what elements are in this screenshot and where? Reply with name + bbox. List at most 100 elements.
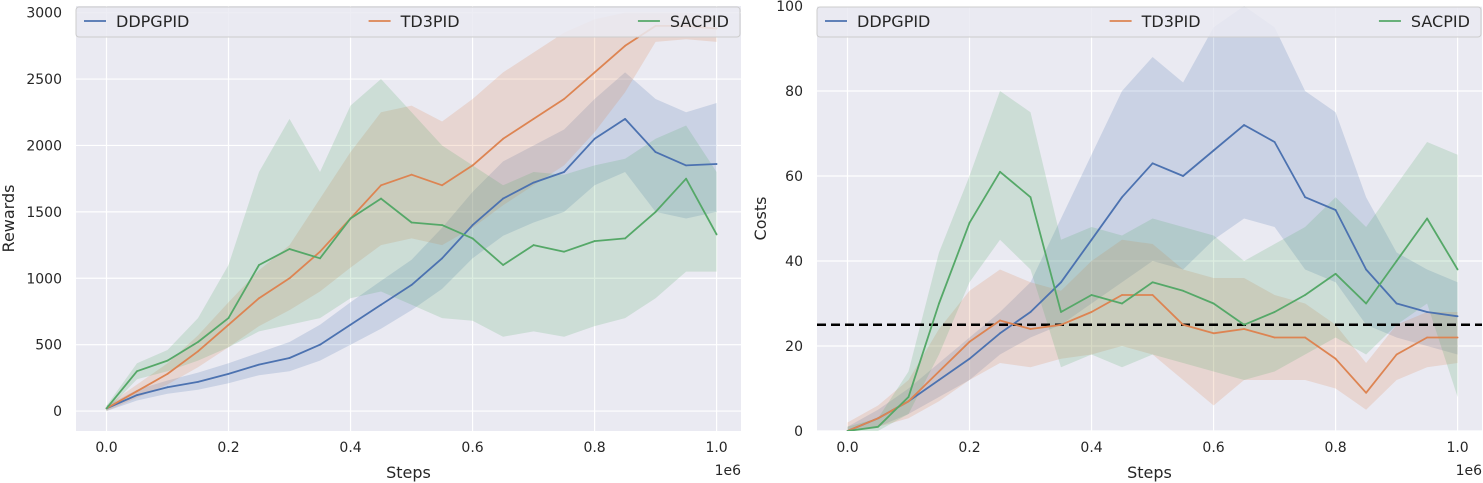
y-axis-label: Rewards <box>0 185 18 253</box>
point-ddpgpid-8 <box>349 323 352 326</box>
band-td3pid <box>847 239 1458 431</box>
x-axis-label: Steps <box>1127 463 1172 482</box>
point-sacpid-16 <box>1334 272 1337 275</box>
point-sacpid-17 <box>624 237 626 240</box>
point-sacpid-8 <box>349 217 352 220</box>
point-td3pid-16 <box>1334 357 1337 360</box>
point-sacpid-0 <box>846 430 849 431</box>
point-sacpid-7 <box>1060 311 1062 313</box>
point-ddpgpid-19 <box>1426 311 1428 313</box>
point-td3pid-13 <box>1243 328 1245 330</box>
legend-label-ddpgpid: DDPGPID <box>857 12 930 31</box>
legend: DDPGPID TD3PID SACPID <box>75 6 741 38</box>
point-sacpid-12 <box>1212 302 1215 305</box>
y-tick-label-4: 2000 <box>26 138 62 154</box>
point-ddpgpid-17 <box>1365 268 1367 271</box>
point-sacpid-3 <box>938 302 940 305</box>
point-ddpgpid-16 <box>593 137 596 140</box>
y-tick-label-6: 3000 <box>26 6 62 22</box>
point-sacpid-10 <box>410 221 413 224</box>
x-tick-label-3: 0.6 <box>461 440 483 456</box>
point-ddpgpid-17 <box>624 117 626 120</box>
x-tick-label-2: 0.4 <box>1080 440 1102 456</box>
point-td3pid-13 <box>502 137 504 140</box>
x-tick-label-4: 0.8 <box>1324 440 1346 456</box>
y-tick-label-5: 2500 <box>26 72 62 88</box>
point-td3pid-1 <box>877 417 879 420</box>
point-ddpgpid-8 <box>1090 238 1093 241</box>
point-ddpgpid-9 <box>1121 196 1123 199</box>
y-tick-label-3: 1500 <box>26 205 62 221</box>
point-sacpid-5 <box>258 264 260 266</box>
point-ddpgpid-7 <box>1060 281 1062 284</box>
point-sacpid-14 <box>532 244 535 246</box>
y-tick-label-4: 80 <box>785 84 803 100</box>
point-td3pid-14 <box>1273 336 1276 339</box>
x-axis-offset-label: 1e6 <box>1456 463 1483 479</box>
point-td3pid-4 <box>968 340 971 343</box>
point-sacpid-1 <box>877 425 879 428</box>
point-ddpgpid-14 <box>1273 141 1276 143</box>
point-ddpgpid-11 <box>1182 175 1184 177</box>
point-td3pid-3 <box>197 350 199 353</box>
point-ddpgpid-6 <box>288 357 291 359</box>
point-td3pid-12 <box>1212 332 1215 335</box>
band-sacpid <box>106 79 717 412</box>
point-sacpid-2 <box>907 396 910 398</box>
y-tick-label-1: 20 <box>785 339 803 355</box>
legend-item-sacpid: SACPID <box>1378 12 1470 31</box>
point-sacpid-4 <box>227 317 230 320</box>
point-ddpgpid-9 <box>380 303 382 306</box>
x-tick-label-0: 0.0 <box>836 440 858 456</box>
x-tick-label-1: 0.2 <box>958 440 980 456</box>
point-td3pid-19 <box>1426 336 1428 339</box>
legend-item-sacpid: SACPID <box>637 12 729 31</box>
point-td3pid-2 <box>907 400 910 403</box>
point-sacpid-11 <box>1182 289 1184 292</box>
band-td3pid <box>106 12 717 412</box>
y-tick-label-2: 1000 <box>26 271 62 287</box>
point-ddpgpid-2 <box>166 386 169 389</box>
point-ddpgpid-18 <box>1395 302 1398 305</box>
point-ddpgpid-4 <box>968 357 971 360</box>
point-sacpid-1 <box>136 370 138 373</box>
point-ddpgpid-20 <box>1456 315 1459 318</box>
point-sacpid-20 <box>715 233 718 236</box>
point-td3pid-9 <box>1121 294 1123 296</box>
point-sacpid-3 <box>197 341 199 343</box>
y-tick-label-0: 0 <box>53 404 62 420</box>
point-td3pid-15 <box>563 98 565 100</box>
point-ddpgpid-3 <box>197 380 199 383</box>
point-ddpgpid-18 <box>654 151 657 153</box>
band-ddpgpid <box>106 72 717 412</box>
point-td3pid-4 <box>227 323 230 326</box>
legend: DDPGPID TD3PID SACPID <box>816 6 1482 38</box>
point-ddpgpid-4 <box>227 372 230 375</box>
x-tick-label-0: 0.0 <box>95 440 117 456</box>
x-axis-label: Steps <box>386 463 431 482</box>
legend-label-sacpid: SACPID <box>670 12 729 31</box>
point-ddpgpid-3 <box>938 379 940 381</box>
plot-area <box>817 6 1482 431</box>
legend-item-td3pid: TD3PID <box>368 12 460 31</box>
legend-item-td3pid: TD3PID <box>1109 12 1201 31</box>
point-sacpid-18 <box>654 210 657 213</box>
plot-area <box>105 12 718 412</box>
legend-frame <box>816 6 1482 38</box>
x-tick-label-1: 0.2 <box>217 440 239 456</box>
legend-frame <box>75 6 741 38</box>
point-ddpgpid-6 <box>1029 311 1032 313</box>
band-sacpid <box>847 91 1458 431</box>
y-axis-label: Costs <box>751 197 770 241</box>
legend-label-td3pid: TD3PID <box>1141 12 1201 31</box>
point-td3pid-1 <box>136 390 138 393</box>
point-sacpid-0 <box>105 407 108 410</box>
x-tick-label-2: 0.4 <box>339 440 361 456</box>
point-ddpgpid-12 <box>1212 149 1215 152</box>
x-tick-label-5: 1.0 <box>705 440 727 456</box>
point-sacpid-15 <box>563 250 565 253</box>
point-ddpgpid-7 <box>319 343 321 346</box>
point-ddpgpid-16 <box>1334 209 1337 211</box>
y-tick-label-1: 500 <box>35 338 62 354</box>
